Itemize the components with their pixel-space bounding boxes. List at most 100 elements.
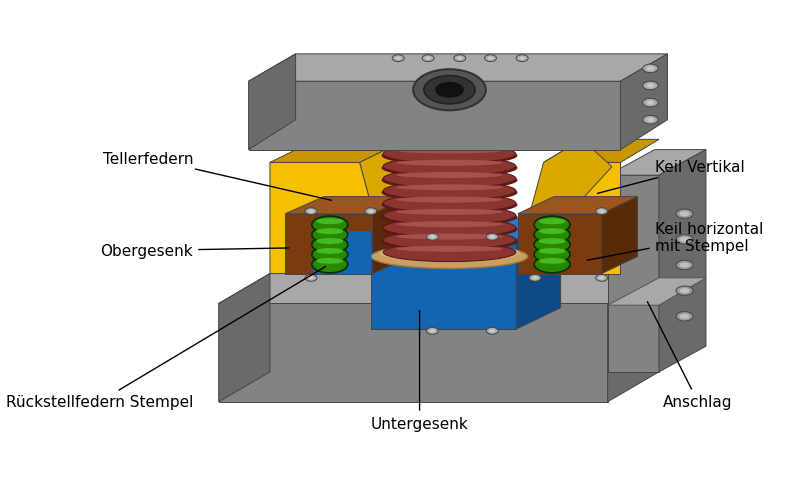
Ellipse shape [538,229,566,235]
Ellipse shape [308,276,314,280]
Text: Keil horizontal
mit Stempel: Keil horizontal mit Stempel [587,221,763,261]
Ellipse shape [316,219,343,225]
Ellipse shape [368,210,374,213]
Ellipse shape [316,229,343,235]
Polygon shape [270,140,406,163]
Ellipse shape [676,235,693,244]
Ellipse shape [679,237,690,242]
Polygon shape [516,219,561,330]
Polygon shape [360,140,437,274]
Ellipse shape [676,287,693,296]
Ellipse shape [436,83,463,98]
Text: Tellerfedern: Tellerfedern [102,151,331,201]
Ellipse shape [490,330,495,333]
Ellipse shape [379,245,520,262]
Ellipse shape [676,210,693,219]
Ellipse shape [382,183,518,202]
Ellipse shape [305,275,317,282]
Ellipse shape [646,118,654,122]
Polygon shape [514,163,621,274]
Ellipse shape [383,182,516,201]
Polygon shape [249,55,667,82]
Polygon shape [270,163,390,274]
Polygon shape [218,274,270,402]
Ellipse shape [396,222,503,227]
Polygon shape [371,219,561,240]
Polygon shape [286,214,373,274]
Polygon shape [249,82,621,151]
Ellipse shape [430,236,435,239]
Ellipse shape [316,239,343,244]
Ellipse shape [305,208,317,215]
Ellipse shape [312,217,348,234]
Ellipse shape [490,236,495,239]
Ellipse shape [646,101,654,106]
Polygon shape [514,140,612,274]
Polygon shape [218,274,659,304]
Ellipse shape [534,256,570,273]
Ellipse shape [383,157,516,176]
Ellipse shape [457,57,462,60]
Polygon shape [543,140,659,163]
Ellipse shape [312,256,348,273]
Ellipse shape [426,328,438,334]
Polygon shape [608,278,706,305]
Polygon shape [373,197,411,274]
Ellipse shape [679,263,690,268]
Ellipse shape [316,258,343,264]
Ellipse shape [383,243,516,262]
Ellipse shape [382,245,518,264]
Ellipse shape [383,207,516,225]
Ellipse shape [383,145,516,164]
Ellipse shape [676,261,693,270]
Text: Untergesenk: Untergesenk [370,311,469,431]
Ellipse shape [382,196,518,215]
Polygon shape [249,55,296,151]
Ellipse shape [308,210,314,213]
Ellipse shape [538,248,566,255]
Ellipse shape [426,234,438,241]
Ellipse shape [382,208,518,227]
Ellipse shape [534,246,570,263]
Ellipse shape [486,328,498,334]
Ellipse shape [396,246,503,252]
Ellipse shape [395,57,401,60]
Text: Anschlag: Anschlag [647,302,733,409]
Ellipse shape [383,194,516,213]
Ellipse shape [424,76,475,105]
Ellipse shape [382,171,518,190]
Ellipse shape [396,160,503,166]
Ellipse shape [642,65,658,74]
Ellipse shape [371,245,528,269]
Ellipse shape [516,56,528,62]
Text: Obergesenk: Obergesenk [100,243,289,258]
Polygon shape [218,304,608,402]
Polygon shape [313,231,371,274]
Ellipse shape [382,159,518,178]
Ellipse shape [534,227,570,243]
Ellipse shape [534,217,570,234]
Ellipse shape [312,237,348,254]
Ellipse shape [646,84,654,89]
Polygon shape [608,176,659,372]
Ellipse shape [392,56,404,62]
Ellipse shape [598,276,605,280]
Ellipse shape [413,70,486,111]
Ellipse shape [679,288,690,294]
Ellipse shape [529,275,541,282]
Ellipse shape [538,258,566,264]
Ellipse shape [396,197,503,203]
Ellipse shape [454,56,466,62]
Ellipse shape [365,208,377,215]
Ellipse shape [596,208,608,215]
Ellipse shape [485,56,497,62]
Ellipse shape [382,220,518,239]
Ellipse shape [382,147,518,166]
Ellipse shape [519,57,525,60]
Ellipse shape [396,185,503,191]
Ellipse shape [596,275,608,282]
Ellipse shape [382,233,518,252]
Ellipse shape [316,248,343,255]
Ellipse shape [534,237,570,254]
Polygon shape [286,197,411,214]
